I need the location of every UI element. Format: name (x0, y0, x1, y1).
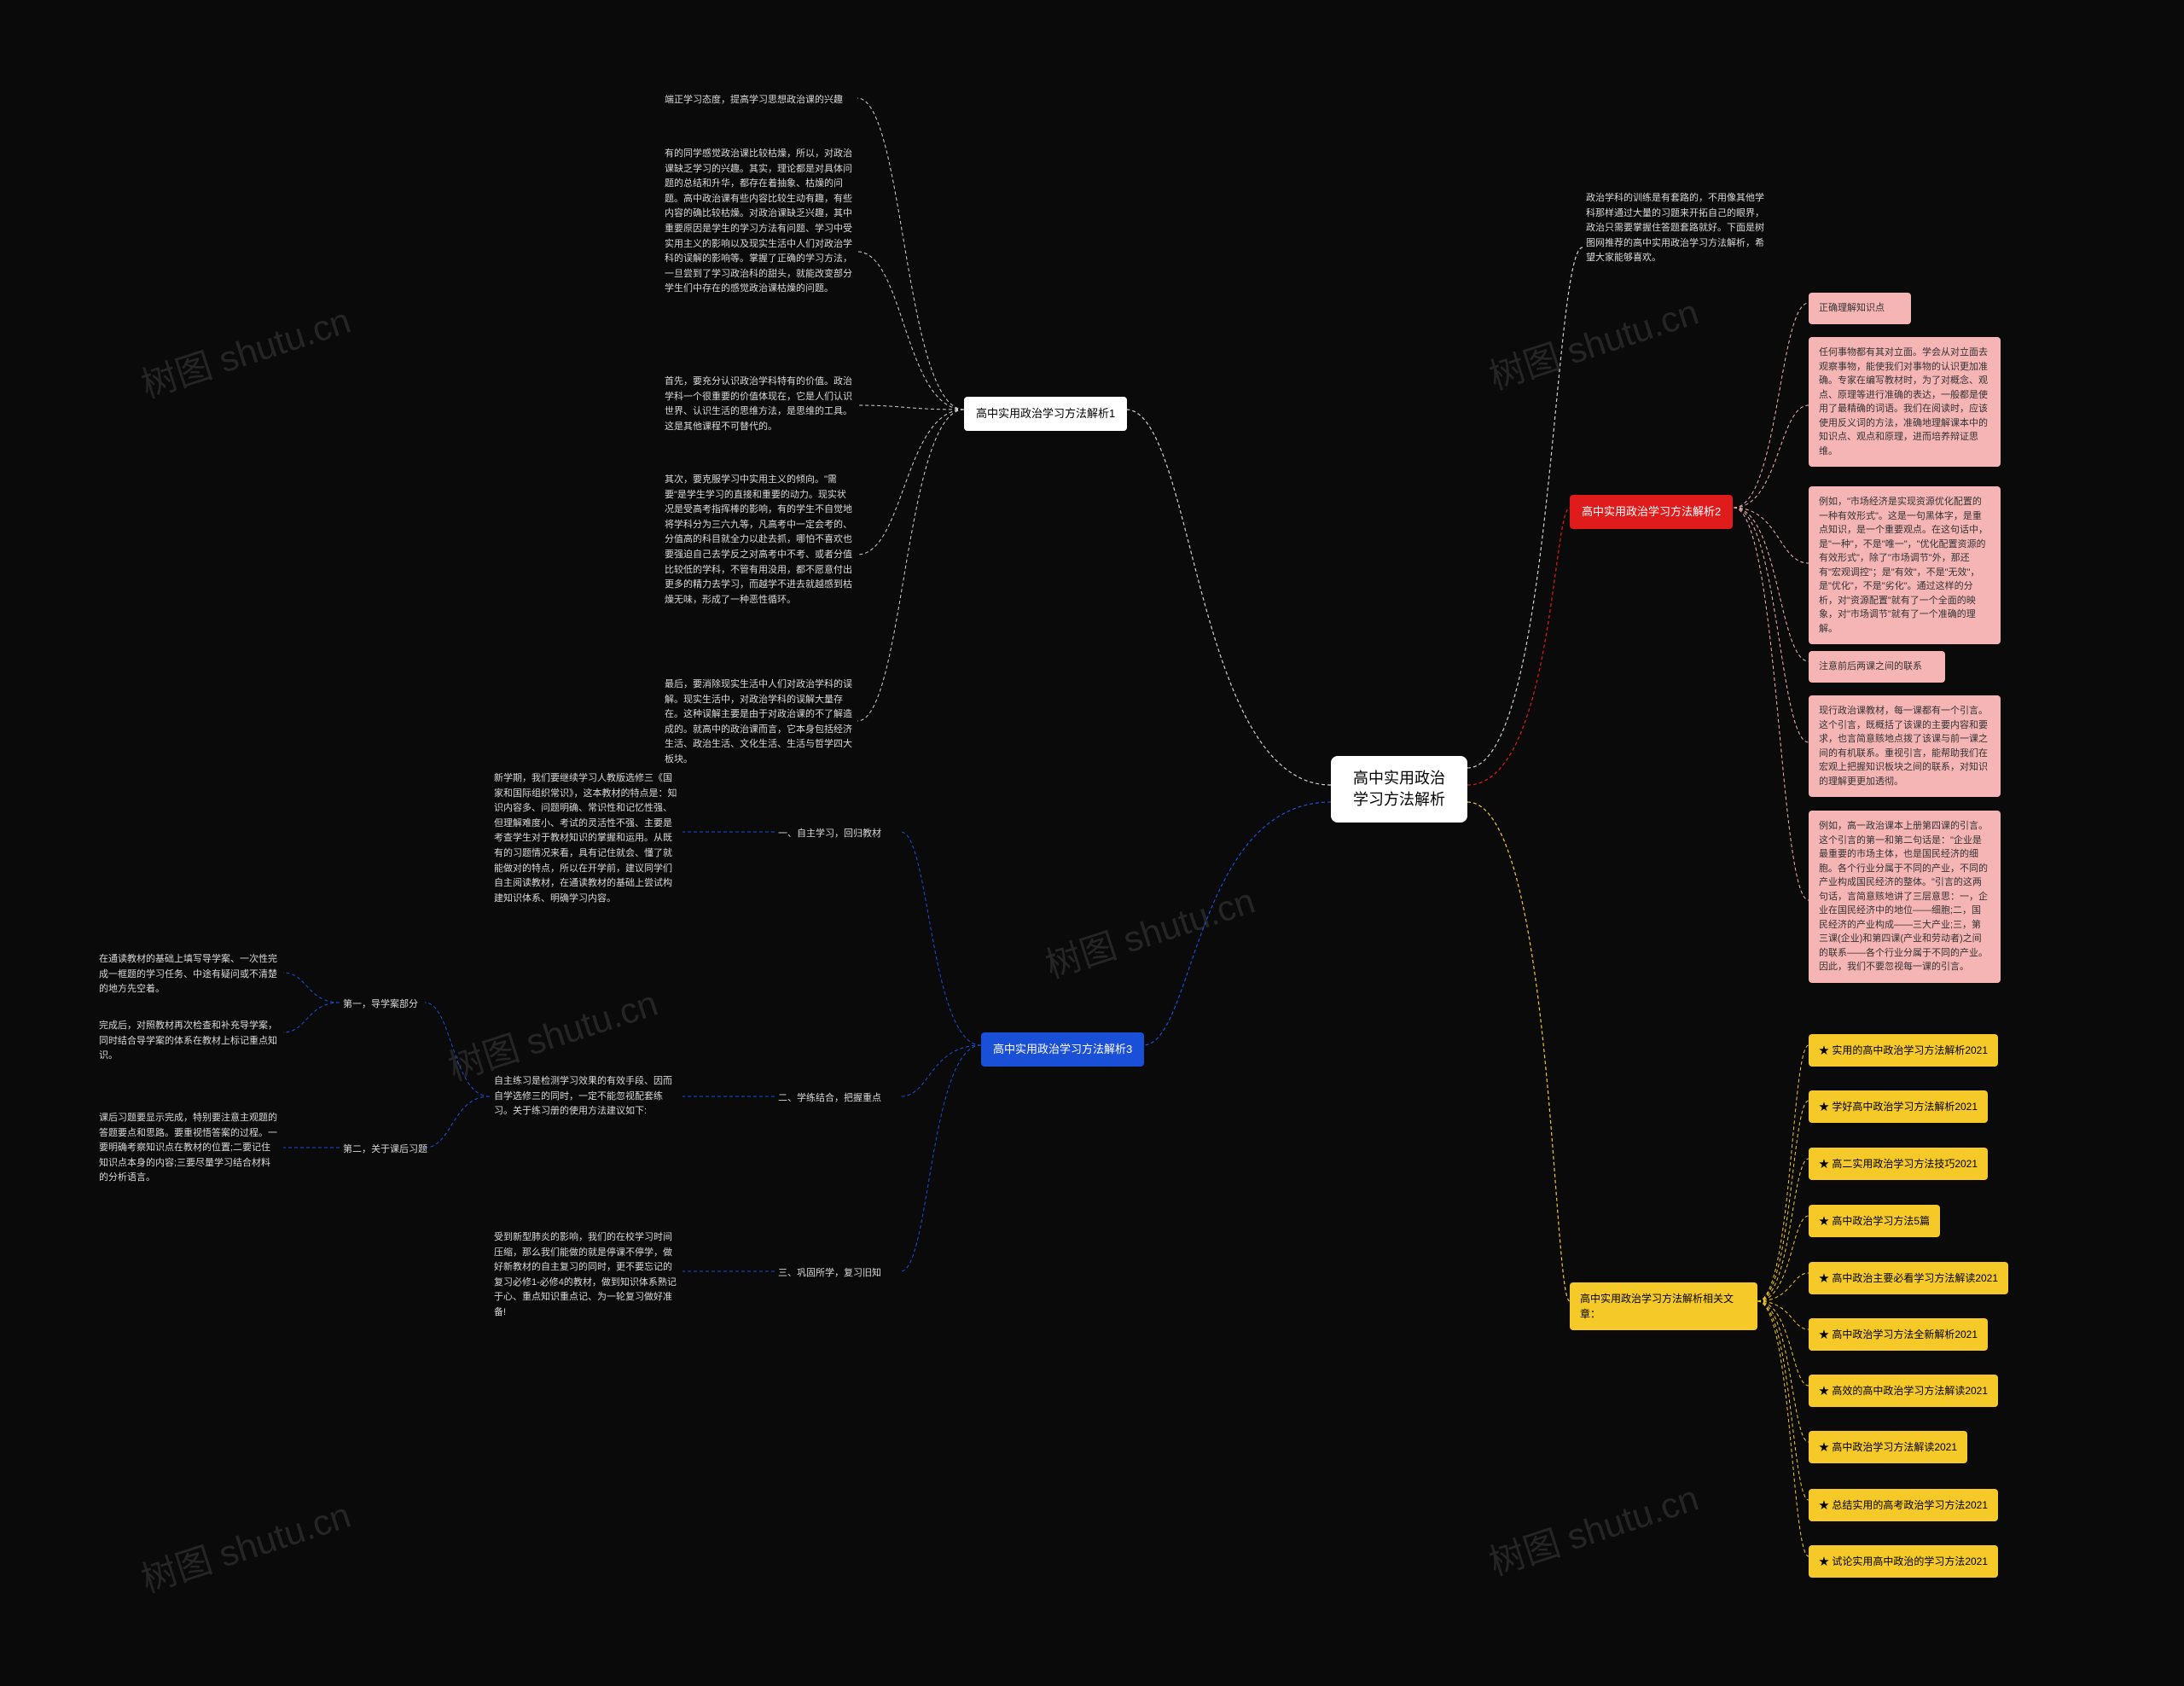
related-item[interactable]: ★ 高中政治学习方法解读2021 (1809, 1431, 1967, 1463)
intro-text: 政治学科的训练是有套路的，不用像其他学科那样通过大量的习题来开拓自己的眼界，政治… (1583, 188, 1774, 270)
branch3-sub-label: 第二，关于课后习题 (340, 1139, 433, 1161)
watermark: 树图 shutu.cn (1482, 1469, 1705, 1586)
watermark: 树图 shutu.cn (134, 1486, 357, 1603)
branch3-child-label: 三、巩固所学，复习旧知 (775, 1263, 903, 1285)
branch2-item: 例如，"市场经济是实现资源优化配置的一种有效形式"。这是一句黑体字，是重点知识，… (1809, 486, 2001, 644)
branch3-child-leaf: 受到新型肺炎的影响，我们的在校学习时间压缩，那么我们能做的就是停课不停学，做好新… (491, 1227, 682, 1324)
branch3-sub-label: 第一，导学案部分 (340, 994, 425, 1016)
related-item[interactable]: ★ 高中政治主要必看学习方法解读2021 (1809, 1262, 2008, 1294)
branch2-item: 现行政治课教材，每一课都有一个引言。这个引言，既概括了该课的主要内容和要求，也言… (1809, 695, 2001, 797)
branch3-sub-leaf: 课后习题要显示完成，特别要注意主观题的答题要点和思路。要重视悟答案的过程。一要明… (96, 1108, 283, 1189)
branch3-child-label: 一、自主学习，回归教材 (775, 823, 903, 846)
branch3-sub-leaf: 完成后，对照教材再次检查和补充导学案，同时结合导学案的体系在教材上标记重点知识。 (96, 1015, 283, 1067)
related-item[interactable]: ★ 试论实用高中政治的学习方法2021 (1809, 1545, 1998, 1578)
related-item[interactable]: ★ 实用的高中政治学习方法解析2021 (1809, 1034, 1998, 1067)
branch1-item: 首先，要充分认识政治学科特有的价值。政治学科一个很重要的价值体现在，它是人们认识… (661, 371, 857, 438)
branch3-title[interactable]: 高中实用政治学习方法解析3 (981, 1032, 1144, 1067)
related-item[interactable]: ★ 高中政治学习方法全新解析2021 (1809, 1318, 1988, 1351)
branch2-item: 例如，高一政治课本上册第四课的引言。这个引言的第一和第二句话是："企业是最重要的… (1809, 811, 2001, 983)
branch1-item: 其次，要克服学习中实用主义的倾向。"需要"是学生学习的直接和重要的动力。现实状况… (661, 469, 857, 611)
branch2-item: 任何事物都有其对立面。学会从对立面去观察事物，能使我们对事物的认识更加准确。专家… (1809, 337, 2001, 467)
branch3-sub-leaf: 在通读教材的基础上填写导学案、一次性完成一框题的学习任务、中途有疑问或不清楚的地… (96, 949, 283, 1001)
related-item[interactable]: ★ 高中政治学习方法5篇 (1809, 1205, 1940, 1237)
watermark: 树图 shutu.cn (134, 292, 357, 409)
branch1-item: 最后，要消除现实生活中人们对政治学科的误解。现实生活中，对政治学科的误解大量存在… (661, 674, 857, 771)
branch1-item: 有的同学感觉政治课比较枯燥，所以，对政治课缺乏学习的兴趣。其实，理论都是对具体问… (661, 143, 857, 300)
root-node[interactable]: 高中实用政治学习方法解析 (1331, 756, 1467, 823)
related-item[interactable]: ★ 高二实用政治学习方法技巧2021 (1809, 1148, 1988, 1180)
related-item[interactable]: ★ 学好高中政治学习方法解析2021 (1809, 1090, 1988, 1123)
branch1-title[interactable]: 高中实用政治学习方法解析1 (964, 397, 1127, 431)
watermark: 树图 shutu.cn (1482, 283, 1705, 400)
related-title[interactable]: 高中实用政治学习方法解析相关文章： (1570, 1282, 1757, 1330)
branch2-title[interactable]: 高中实用政治学习方法解析2 (1570, 495, 1733, 529)
branch1-item: 端正学习态度，提高学习思想政治课的兴趣 (661, 90, 857, 112)
branch2-item: 正确理解知识点 (1809, 293, 1911, 324)
related-item[interactable]: ★ 高效的高中政治学习方法解读2021 (1809, 1375, 1998, 1407)
watermark: 树图 shutu.cn (1038, 872, 1261, 989)
branch3-child-leaf: 新学期，我们要继续学习人教版选修三《国家和国际组织常识》，这本教材的特点是：知识… (491, 768, 682, 910)
related-item[interactable]: ★ 总结实用的高考政治学习方法2021 (1809, 1489, 1998, 1521)
branch2-item: 注意前后两课之间的联系 (1809, 651, 1945, 683)
branch3-child-label: 二、学练结合，把握重点 (775, 1088, 903, 1110)
branch3-child-leaf: 自主练习是检测学习效果的有效手段、因而自学选修三的同时，一定不能忽视配套练习。关… (491, 1071, 682, 1123)
